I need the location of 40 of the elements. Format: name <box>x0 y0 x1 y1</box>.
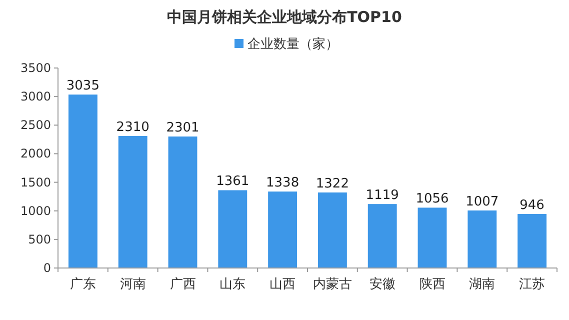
x-tick-label: 山东 <box>220 277 246 292</box>
legend-label: 企业数量（家） <box>248 36 338 52</box>
y-tick-label: 3000 <box>20 90 51 104</box>
x-tick-label: 湖南 <box>469 277 496 292</box>
x-tick-label: 河南 <box>120 277 146 292</box>
bar <box>468 210 497 268</box>
data-label: 1119 <box>366 188 399 204</box>
bar <box>268 192 298 268</box>
bar <box>118 136 148 268</box>
data-label: 2310 <box>116 120 150 135</box>
y-tick-label: 500 <box>28 232 51 246</box>
bar <box>518 214 547 268</box>
bar <box>218 190 248 268</box>
data-label: 1361 <box>216 174 250 190</box>
x-tick-label: 江苏 <box>519 277 546 292</box>
y-tick-label: 1500 <box>20 175 51 190</box>
data-label: 2301 <box>166 120 200 136</box>
y-tick-label: 2500 <box>20 118 51 132</box>
data-label: 946 <box>520 198 544 213</box>
x-tick-label: 陕西 <box>419 277 446 292</box>
bar <box>368 204 397 268</box>
bar <box>418 208 447 268</box>
x-tick-label: 广东 <box>70 277 96 292</box>
data-label: 1338 <box>266 176 300 191</box>
x-tick-label: 山西 <box>270 277 296 292</box>
y-tick-label: 2000 <box>20 146 51 161</box>
chart-title: 中国月饼相关企业地域分布TOP10 <box>167 8 402 26</box>
y-tick-label: 3500 <box>20 61 51 75</box>
y-tick-label: 0 <box>43 261 51 275</box>
data-label: 1322 <box>316 176 349 192</box>
bar <box>318 192 347 268</box>
x-tick-label: 广西 <box>170 277 196 292</box>
x-tick-label: 安徽 <box>369 276 396 292</box>
data-label: 1056 <box>416 192 449 207</box>
bar <box>68 94 98 268</box>
x-tick-label: 内蒙古 <box>312 277 352 292</box>
y-tick-label: 1000 <box>20 204 51 218</box>
data-label: 1007 <box>466 194 499 210</box>
data-label: 3035 <box>66 78 100 94</box>
bar <box>168 136 198 268</box>
